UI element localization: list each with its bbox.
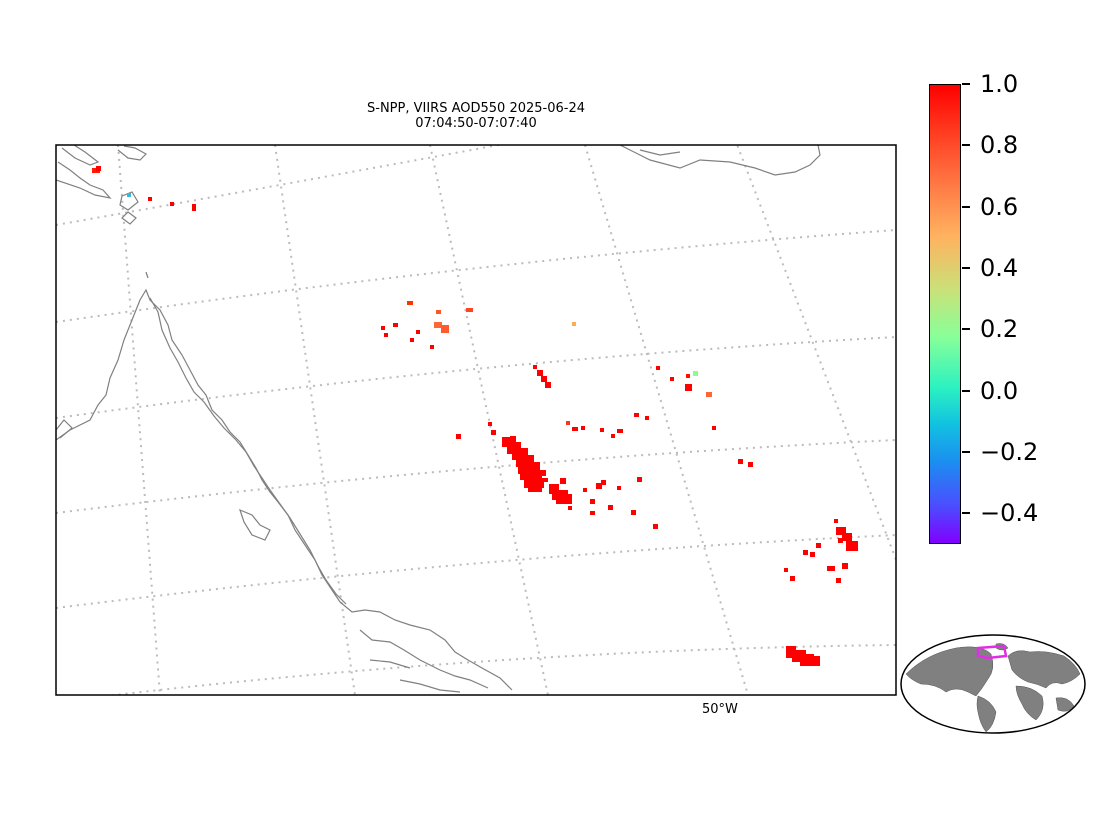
colorbar-tick-label: 0.0 xyxy=(980,376,1019,405)
map-title-line1: S-NPP, VIIRS AOD550 2025-06-24 xyxy=(367,101,585,116)
colorbar-tick-label: 0.4 xyxy=(980,254,1019,282)
colorbar-tick-mark xyxy=(962,328,970,331)
colorbar-tick-mark xyxy=(962,512,970,515)
colorbar-tick-mark xyxy=(962,451,970,453)
map-title-line2: 07:04:50-07:07:40 xyxy=(415,116,537,131)
colorbar-tick-mark xyxy=(962,267,970,269)
colorbar-tick-mark xyxy=(962,144,970,147)
colorbar-tick-label: 1.0 xyxy=(980,70,1019,98)
map-frame xyxy=(55,144,897,696)
colorbar-tick-mark xyxy=(962,389,970,392)
globe-land xyxy=(905,643,1081,733)
colorbar-tick-label: −0.2 xyxy=(980,438,1039,466)
colorbar xyxy=(929,84,961,544)
colorbar-tick-label: −0.4 xyxy=(980,499,1039,528)
map-title: S-NPP, VIIRS AOD550 2025-06-24 07:04:50-… xyxy=(56,101,896,131)
longitude-label: 50°W xyxy=(702,702,738,717)
inset-region-box xyxy=(976,644,1008,660)
colorbar-tick-label: 0.6 xyxy=(980,192,1019,221)
colorbar-tick-label: 0.8 xyxy=(980,131,1019,160)
colorbar-tick-mark xyxy=(962,205,970,208)
globe-inset xyxy=(900,634,1086,734)
graticule-parallels xyxy=(56,145,896,695)
aod-points xyxy=(92,166,858,666)
graticule-meridians xyxy=(117,145,896,695)
colorbar-tick-mark xyxy=(962,83,970,85)
coastline xyxy=(56,145,821,693)
colorbar-tick-label: 0.2 xyxy=(980,315,1019,344)
